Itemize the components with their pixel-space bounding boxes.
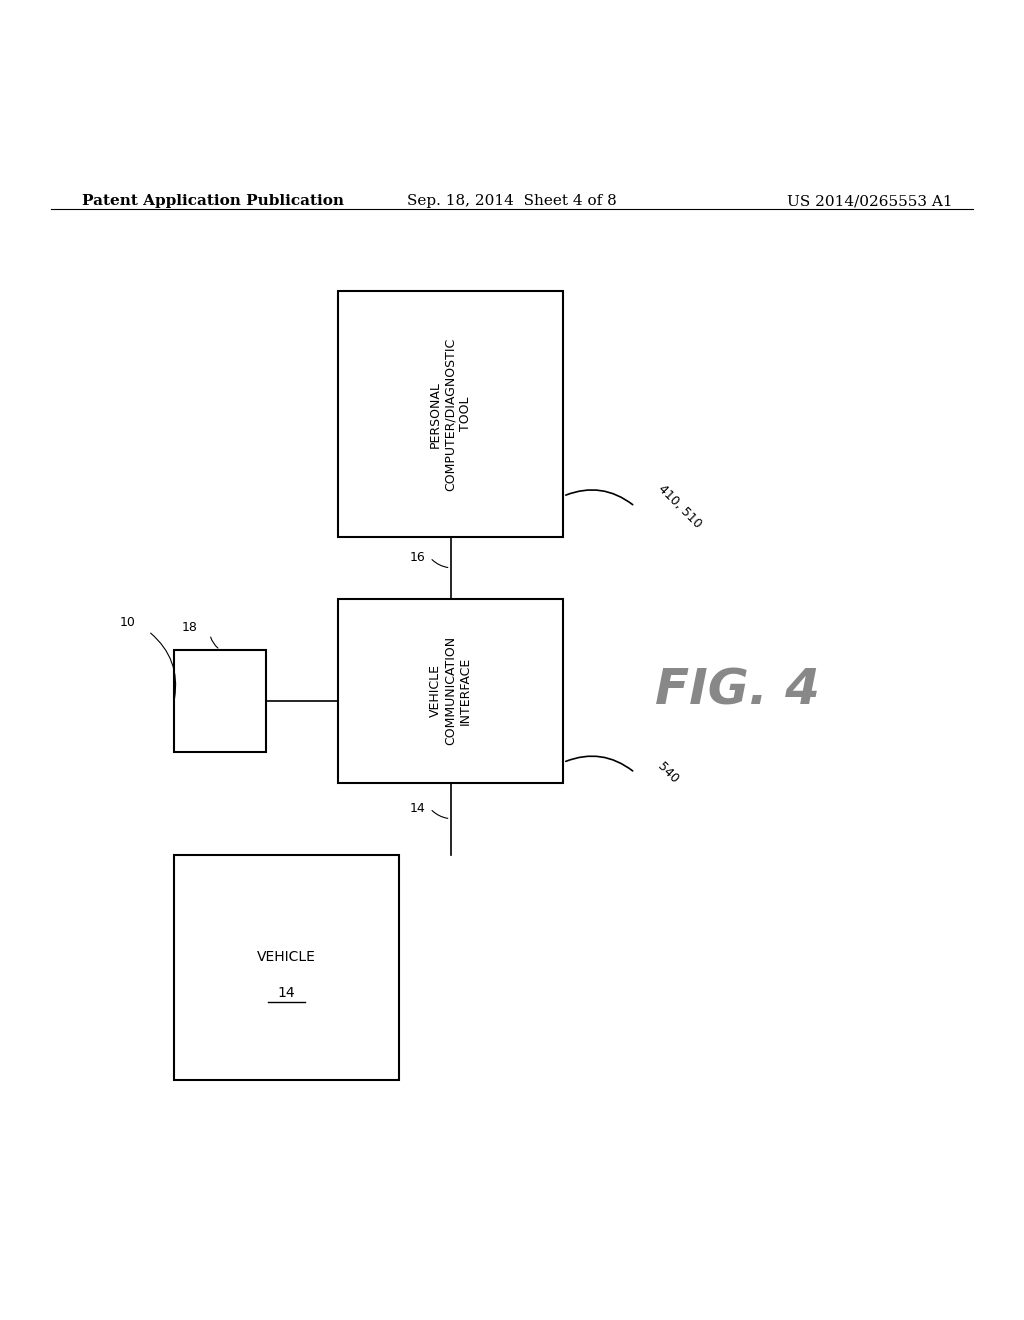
Text: 16: 16	[410, 552, 425, 564]
Text: 410, 510: 410, 510	[655, 482, 703, 531]
Text: VEHICLE: VEHICLE	[257, 950, 316, 964]
FancyBboxPatch shape	[338, 292, 563, 537]
Text: VEHICLE
COMMUNICATION
INTERFACE: VEHICLE COMMUNICATION INTERFACE	[429, 636, 472, 746]
FancyBboxPatch shape	[174, 649, 266, 752]
Text: 540: 540	[655, 759, 681, 785]
Text: 14: 14	[278, 986, 296, 999]
Text: PERSONAL
COMPUTER/DIAGNOSTIC
TOOL: PERSONAL COMPUTER/DIAGNOSTIC TOOL	[429, 338, 472, 491]
Text: Patent Application Publication: Patent Application Publication	[82, 194, 344, 209]
Text: US 2014/0265553 A1: US 2014/0265553 A1	[786, 194, 952, 209]
Text: Sep. 18, 2014  Sheet 4 of 8: Sep. 18, 2014 Sheet 4 of 8	[408, 194, 616, 209]
Text: 18: 18	[181, 622, 198, 635]
FancyBboxPatch shape	[174, 854, 399, 1080]
Text: FIG. 4: FIG. 4	[654, 667, 820, 714]
Text: 14: 14	[410, 803, 425, 814]
FancyBboxPatch shape	[338, 598, 563, 783]
Text: 10: 10	[120, 616, 136, 630]
